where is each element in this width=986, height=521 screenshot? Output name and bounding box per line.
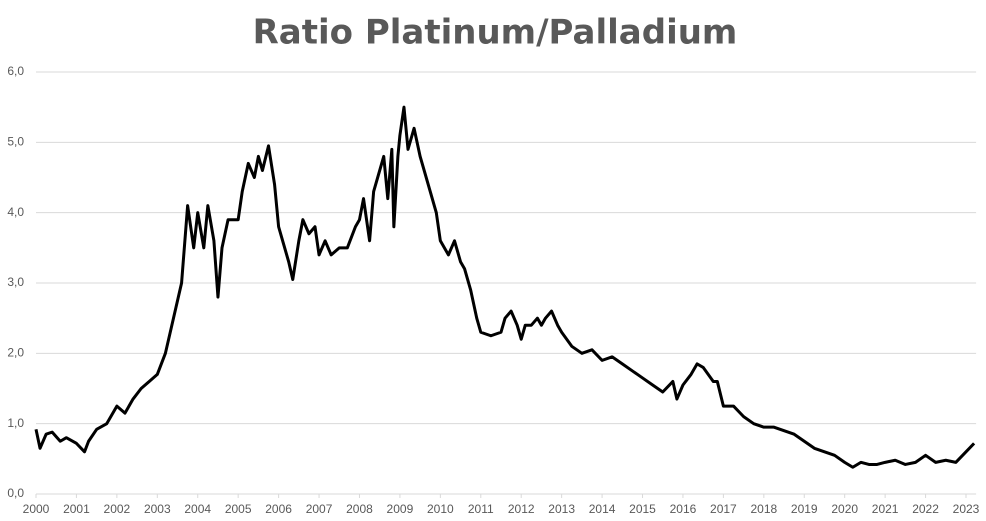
x-tick-label: 2006 — [265, 502, 292, 516]
y-tick-label: 3,0 — [7, 275, 24, 289]
x-tick-label: 2016 — [670, 502, 697, 516]
chart-title: Ratio Platinum/Palladium — [253, 13, 738, 53]
y-tick-label: 5,0 — [7, 135, 24, 149]
y-tick-label: 6,0 — [7, 64, 24, 78]
x-tick-label: 2008 — [346, 502, 373, 516]
x-tick-label: 2000 — [23, 502, 50, 516]
x-tick-label: 2012 — [508, 502, 535, 516]
x-tick-label: 2011 — [468, 502, 494, 516]
x-tick-label: 2001 — [63, 502, 90, 516]
y-tick-label: 2,0 — [7, 346, 24, 360]
x-tick-label: 2023 — [953, 502, 980, 516]
x-tick-label: 2013 — [548, 502, 575, 516]
x-tick-label: 2020 — [831, 502, 858, 516]
x-tick-label: 2010 — [427, 502, 454, 516]
x-tick-label: 2017 — [710, 502, 737, 516]
y-tick-label: 1,0 — [7, 416, 24, 430]
x-tick-label: 2022 — [912, 502, 939, 516]
x-tick-label: 2005 — [225, 502, 252, 516]
x-tick-label: 2003 — [144, 502, 171, 516]
x-tick-label: 2002 — [104, 502, 131, 516]
x-tick-label: 2014 — [589, 502, 616, 516]
x-tick-label: 2018 — [750, 502, 777, 516]
y-tick-label: 4,0 — [7, 205, 24, 219]
x-tick-label: 2019 — [791, 502, 818, 516]
line-series — [34, 105, 976, 469]
x-tick-label: 2004 — [184, 502, 211, 516]
y-tick-label: 0,0 — [7, 486, 24, 500]
x-tick-label: 2007 — [306, 502, 333, 516]
x-tick-label: 2009 — [387, 502, 414, 516]
x-tick-label: 2021 — [872, 502, 899, 516]
x-tick-label: 2015 — [629, 502, 656, 516]
